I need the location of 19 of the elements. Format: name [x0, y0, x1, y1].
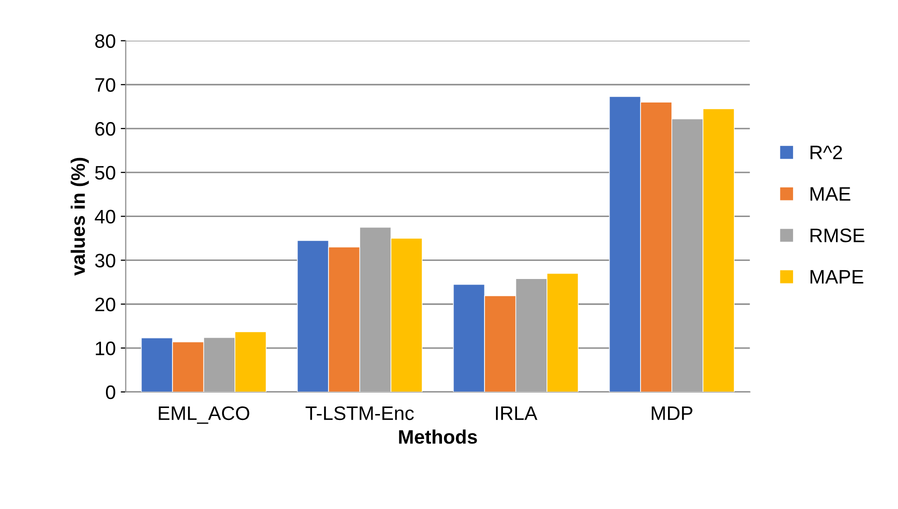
legend-label: MAPE [810, 270, 864, 284]
x-axis-title: Methods [399, 430, 477, 444]
y-tick-label: 60 [95, 122, 116, 136]
legend-label: RMSE [810, 228, 864, 242]
legend-label: R^2 [810, 146, 842, 160]
y-tick-label: 20 [95, 298, 116, 312]
x-tick-label: T-LSTM-Enc [306, 406, 414, 420]
y-tick-label: 30 [95, 254, 116, 268]
x-tick-label: EML_ACO [158, 406, 250, 424]
y-tick-label: 50 [95, 166, 116, 180]
x-tick-label: IRLA [496, 406, 538, 420]
y-tick-label: 10 [96, 341, 116, 356]
x-tick-label: MDP [652, 406, 692, 420]
y-tick-label: 0 [106, 385, 116, 400]
y-tick-label: 80 [95, 34, 116, 48]
y-tick-label: 40 [94, 210, 116, 224]
y-axis-title: values in (%) [70, 158, 89, 276]
y-tick-label: 70 [95, 78, 116, 92]
legend-label: MAE [810, 187, 850, 201]
